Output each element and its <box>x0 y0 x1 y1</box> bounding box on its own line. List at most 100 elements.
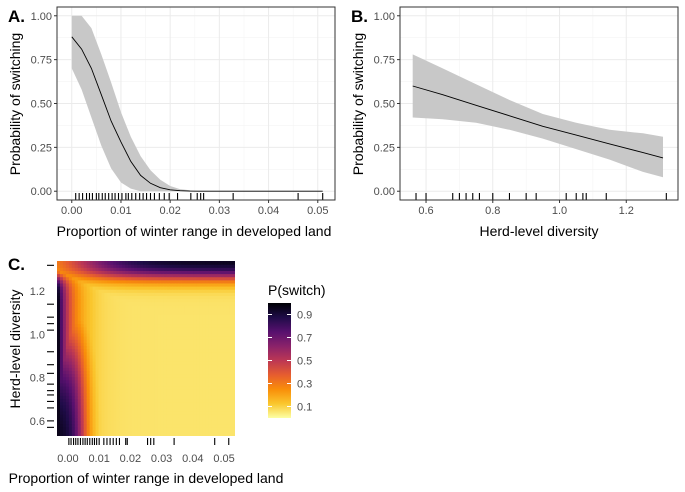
heatmap-cell <box>134 286 138 290</box>
heatmap-cell <box>68 370 73 375</box>
heatmap-cell <box>223 398 227 403</box>
heatmap-cell <box>148 357 153 362</box>
heatmap-cell <box>80 367 85 371</box>
heatmap-cell <box>211 373 215 378</box>
heatmap-cell <box>89 273 94 278</box>
heatmap-cell <box>229 292 233 296</box>
heatmap-cell <box>92 354 97 359</box>
heatmap-cell <box>104 401 109 406</box>
heatmap-cell <box>196 432 200 436</box>
heatmap-cell <box>184 332 189 337</box>
heatmap-cell <box>125 326 129 331</box>
heatmap-cell <box>86 364 91 368</box>
heatmap-cell <box>143 261 147 265</box>
heatmap-cell <box>154 282 159 287</box>
heatmap-cell <box>110 354 114 359</box>
heatmap-cell <box>65 389 70 393</box>
heatmap-cell <box>125 345 129 350</box>
heatmap-cell <box>92 264 97 268</box>
heatmap-cell <box>181 423 186 428</box>
heatmap-cell <box>137 298 141 303</box>
heatmap-cell <box>214 376 218 381</box>
heatmap-cell <box>95 323 100 328</box>
heatmap-cell <box>202 317 206 321</box>
heatmap-cell <box>62 348 67 353</box>
heatmap-cell <box>154 339 159 343</box>
heatmap-cell <box>226 423 230 428</box>
heatmap-cell <box>208 376 212 381</box>
heatmap-cell <box>125 317 129 321</box>
heatmap-cell <box>184 357 189 362</box>
heatmap-cell <box>128 317 132 321</box>
heatmap-cell <box>220 389 224 393</box>
heatmap-cell <box>77 357 82 362</box>
heatmap-cell <box>137 339 141 343</box>
heatmap-cell <box>151 379 156 384</box>
heatmap-cell <box>62 426 67 431</box>
heatmap-cell <box>104 276 109 281</box>
heatmap-cell <box>187 370 192 375</box>
heatmap-cell <box>202 286 206 290</box>
heatmap-cell <box>157 292 162 296</box>
heatmap-cell <box>202 351 206 356</box>
heatmap-cell <box>137 386 141 390</box>
heatmap-cell <box>143 429 147 434</box>
heatmap-cell <box>89 323 94 328</box>
y-tick-label: 0.6 <box>30 416 45 428</box>
heatmap-cell <box>86 336 91 340</box>
heatmap-cell <box>95 401 100 406</box>
heatmap-cell <box>163 270 168 275</box>
heatmap-cell <box>80 348 85 353</box>
heatmap-cell <box>205 361 209 365</box>
heatmap-cell <box>62 339 67 343</box>
heatmap-cell <box>128 426 132 431</box>
heatmap-cell <box>98 317 103 321</box>
heatmap-cell <box>119 367 123 371</box>
heatmap-cell <box>217 289 221 293</box>
heatmap-cell <box>178 351 183 356</box>
y-tick-label: 0.75 <box>374 55 395 67</box>
heatmap-cell <box>190 345 195 350</box>
heatmap-cell <box>217 423 221 428</box>
heatmap-cell <box>80 351 85 356</box>
heatmap-cell <box>172 270 177 275</box>
heatmap-cell <box>184 386 189 390</box>
heatmap-cell <box>125 329 129 334</box>
heatmap-cell <box>175 392 180 396</box>
heatmap-cell <box>74 295 79 300</box>
heatmap-cell <box>166 320 171 325</box>
heatmap-cell <box>119 264 123 268</box>
heatmap-cell <box>71 395 76 400</box>
heatmap-cell <box>205 264 209 268</box>
heatmap-cell <box>83 414 88 418</box>
heatmap-cell <box>116 386 120 390</box>
heatmap-cell <box>131 389 135 393</box>
heatmap-cell <box>86 429 91 434</box>
heatmap-cell <box>199 282 203 287</box>
heatmap-cell <box>205 295 209 300</box>
heatmap-cell <box>68 323 73 328</box>
heatmap-cell <box>163 332 168 337</box>
heatmap-cell <box>208 279 212 284</box>
heatmap-cell <box>89 329 94 334</box>
x-tick-label: 0.03 <box>209 205 230 217</box>
heatmap-cell <box>148 273 153 278</box>
heatmap-cell <box>116 317 120 321</box>
heatmap-cell <box>137 411 141 415</box>
heatmap-cell <box>160 382 165 387</box>
heatmap-cell <box>220 286 224 290</box>
heatmap-cell <box>131 392 135 396</box>
heatmap-cell <box>163 292 168 296</box>
heatmap-cell <box>169 379 174 384</box>
heatmap-cell <box>113 407 117 412</box>
heatmap-cell <box>229 332 233 337</box>
heatmap-cell <box>214 382 218 387</box>
heatmap-cell <box>175 386 180 390</box>
heatmap-cell <box>62 386 67 390</box>
heatmap-cell <box>175 354 180 359</box>
heatmap-cell <box>172 395 177 400</box>
heatmap-cell <box>119 351 123 356</box>
heatmap-cell <box>178 323 183 328</box>
heatmap-cell <box>62 376 67 381</box>
heatmap-cell <box>211 411 215 415</box>
